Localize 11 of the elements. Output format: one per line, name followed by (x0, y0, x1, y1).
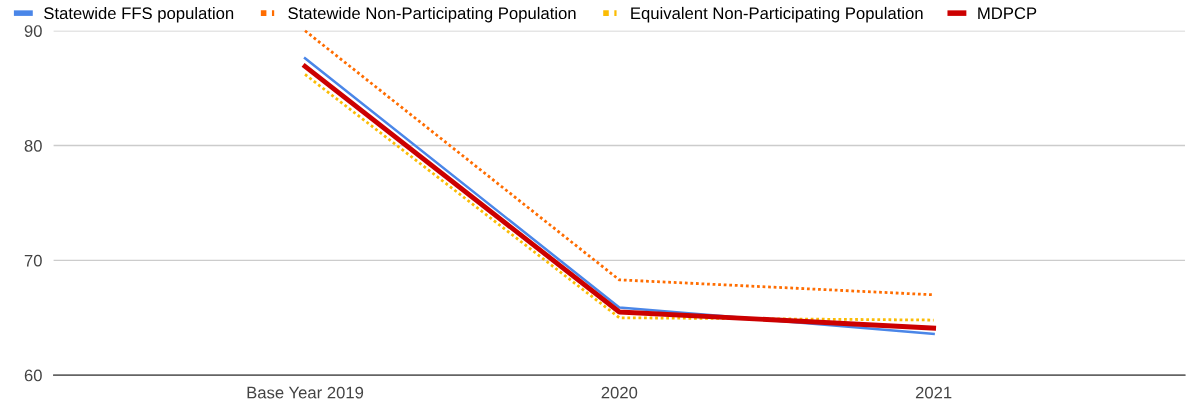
x-tick-label: Base Year 2019 (247, 386, 364, 399)
y-tick-label: 80 (24, 139, 42, 152)
legend-label: Equivalent Non-Participating Population (631, 6, 923, 23)
legend-label: Statewide FFS population (44, 6, 234, 23)
y-tick-label: 90 (24, 25, 42, 37)
y-tick-label: 60 (24, 369, 42, 382)
x-tick-label: 2020 (601, 386, 638, 399)
x-tick-label: 2021 (915, 386, 952, 399)
legend-label: Statewide Non-Participating Population (288, 6, 576, 23)
y-tick-label: 70 (24, 254, 42, 267)
legend-label: MDPCP (978, 7, 1037, 20)
